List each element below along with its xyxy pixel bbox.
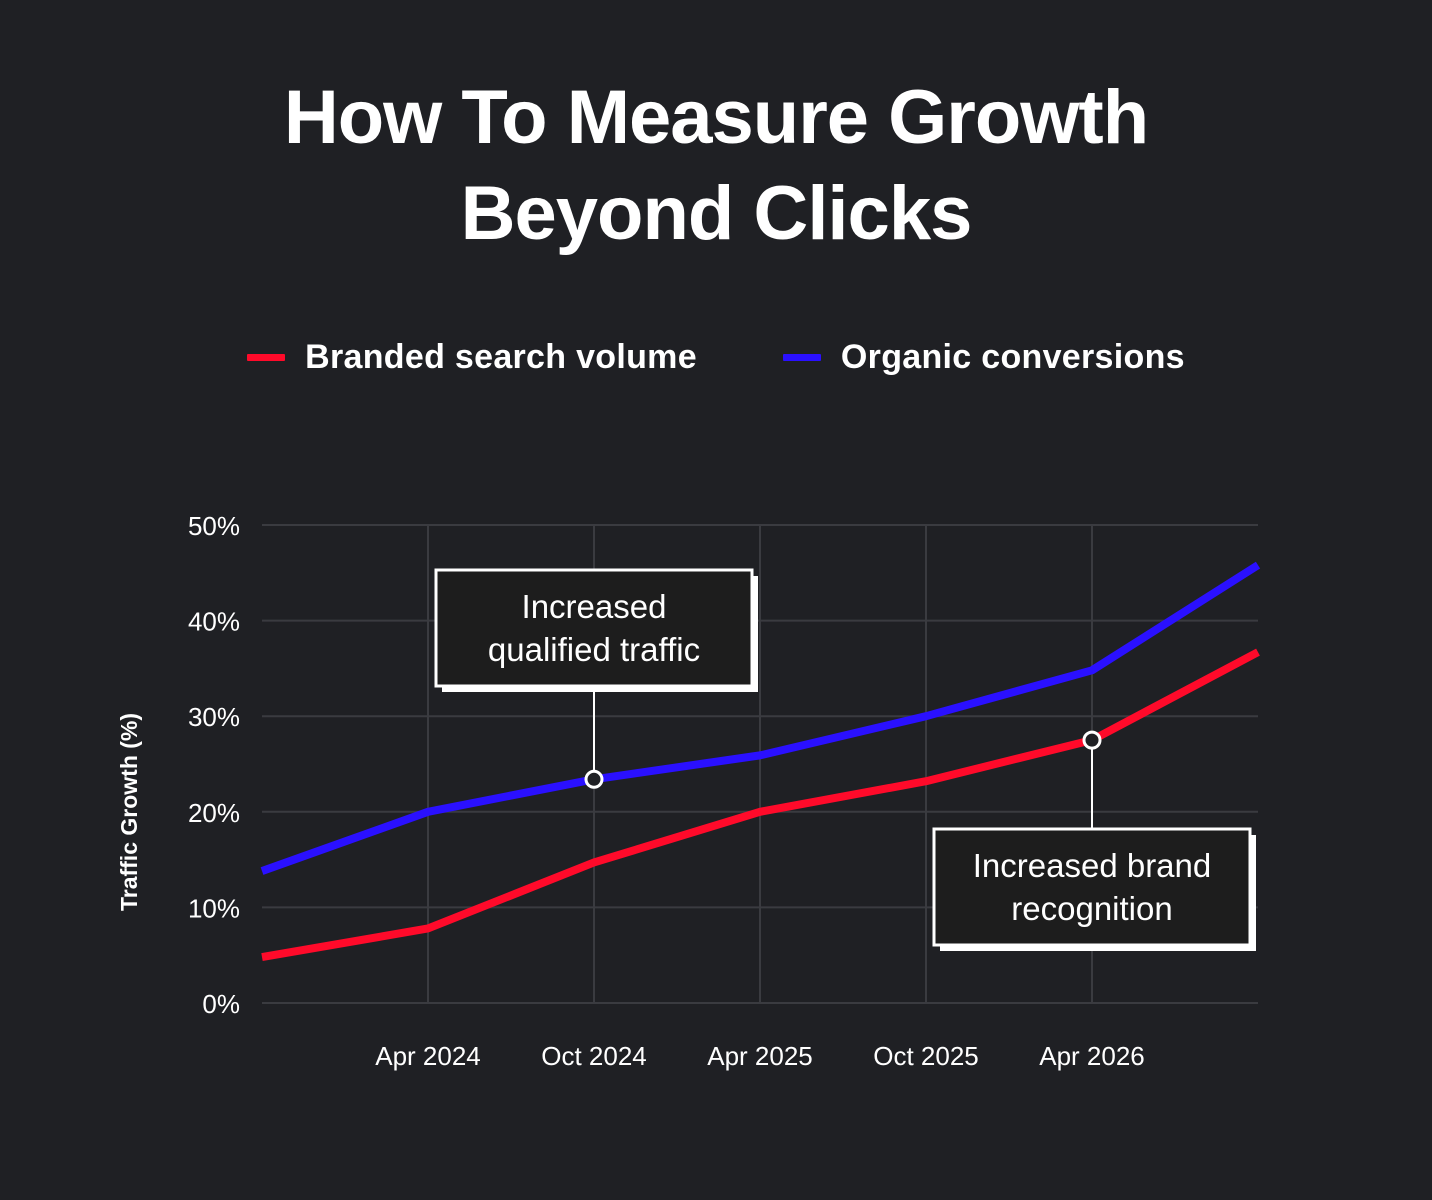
x-tick-label: Apr 2026 (1039, 1041, 1145, 1071)
annotation-qualified-traffic (434, 568, 754, 688)
legend-label-branded: Branded search volume (305, 338, 697, 376)
annotation-text: Increased brand (973, 847, 1212, 884)
y-tick-label: 20% (188, 798, 240, 828)
y-axis-label: Traffic Growth (%) (116, 713, 142, 911)
legend-item-branded: Branded search volume (247, 338, 697, 377)
annotation-text: recognition (1011, 890, 1172, 927)
legend-swatch-branded (247, 354, 286, 361)
y-tick-label: 0% (202, 989, 240, 1019)
x-tick-label: Oct 2025 (873, 1041, 979, 1071)
annotation-brand-recognition (932, 827, 1252, 947)
legend-label-organic: Organic conversions (840, 338, 1185, 376)
chart-legend: Branded search volume Organic conversion… (0, 338, 1432, 377)
legend-swatch-organic (782, 354, 821, 361)
y-tick-label: 10% (188, 893, 240, 923)
y-tick-label: 50% (188, 511, 240, 541)
title-line-2: Beyond Clicks (460, 171, 973, 256)
annotation-marker (1082, 730, 1102, 750)
legend-item-organic: Organic conversions (782, 338, 1185, 377)
title-line-1: How To Measure Growth (283, 75, 1149, 160)
annotation-marker (584, 769, 604, 789)
y-tick-label: 30% (188, 702, 240, 732)
annotation-text: qualified traffic (488, 631, 700, 668)
annotation-text: Increased (522, 588, 667, 625)
series-line-organic (260, 561, 1261, 875)
x-tick-label: Apr 2025 (707, 1041, 813, 1071)
x-tick-label: Oct 2024 (541, 1041, 647, 1071)
y-tick-label: 40% (188, 607, 240, 637)
page-title: How To Measure Growth Beyond Clicks (0, 70, 1432, 262)
x-tick-label: Apr 2024 (375, 1041, 481, 1071)
